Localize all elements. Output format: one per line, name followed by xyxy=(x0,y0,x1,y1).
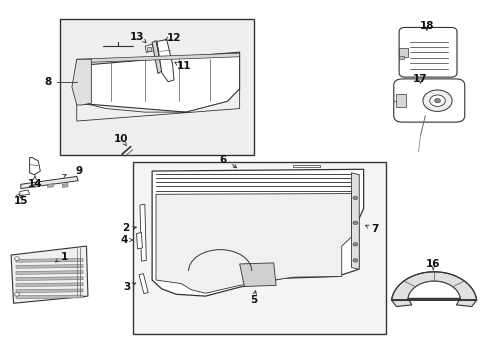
Text: 6: 6 xyxy=(219,156,226,165)
Polygon shape xyxy=(33,184,39,188)
Polygon shape xyxy=(16,283,83,287)
Polygon shape xyxy=(140,204,146,261)
Polygon shape xyxy=(157,40,174,82)
Bar xyxy=(132,162,385,334)
Text: 3: 3 xyxy=(123,282,130,292)
Polygon shape xyxy=(136,233,142,249)
Text: 5: 5 xyxy=(250,295,257,305)
FancyBboxPatch shape xyxy=(393,79,464,122)
Polygon shape xyxy=(152,41,162,73)
Text: 12: 12 xyxy=(167,33,182,43)
Polygon shape xyxy=(20,190,30,196)
Polygon shape xyxy=(16,295,83,298)
Text: 7: 7 xyxy=(370,224,378,234)
Circle shape xyxy=(352,196,357,200)
Circle shape xyxy=(15,257,20,260)
Polygon shape xyxy=(16,277,83,280)
Circle shape xyxy=(422,90,451,111)
Text: 2: 2 xyxy=(122,223,129,233)
Text: 17: 17 xyxy=(412,74,427,84)
Circle shape xyxy=(352,243,357,246)
Text: 18: 18 xyxy=(419,21,433,31)
Polygon shape xyxy=(77,53,239,63)
Circle shape xyxy=(352,221,357,225)
Polygon shape xyxy=(16,258,83,262)
Circle shape xyxy=(429,95,445,107)
Bar xyxy=(395,94,405,107)
Bar xyxy=(398,56,403,59)
Text: 16: 16 xyxy=(425,259,440,269)
Circle shape xyxy=(352,258,357,262)
Polygon shape xyxy=(391,272,476,306)
Bar xyxy=(146,47,150,51)
Bar xyxy=(292,165,319,167)
Text: 4: 4 xyxy=(120,235,127,245)
Polygon shape xyxy=(47,184,53,188)
FancyBboxPatch shape xyxy=(398,27,456,77)
Text: 15: 15 xyxy=(14,197,28,206)
Polygon shape xyxy=(72,59,91,105)
Polygon shape xyxy=(156,194,351,293)
Polygon shape xyxy=(62,184,68,188)
Bar xyxy=(60,19,254,155)
Polygon shape xyxy=(77,52,239,112)
Text: 1: 1 xyxy=(61,252,68,262)
Text: 13: 13 xyxy=(130,32,144,42)
Polygon shape xyxy=(21,176,78,189)
Polygon shape xyxy=(152,169,363,296)
Circle shape xyxy=(15,293,20,296)
Text: 9: 9 xyxy=(76,166,82,176)
Polygon shape xyxy=(77,89,239,121)
Text: 10: 10 xyxy=(114,134,128,144)
Polygon shape xyxy=(351,173,359,269)
Polygon shape xyxy=(30,157,40,175)
Text: 8: 8 xyxy=(44,77,51,87)
Polygon shape xyxy=(139,274,148,294)
Polygon shape xyxy=(11,246,88,303)
Text: 11: 11 xyxy=(176,61,191,71)
Circle shape xyxy=(434,99,440,103)
Polygon shape xyxy=(239,263,276,287)
Bar xyxy=(398,48,407,57)
Polygon shape xyxy=(16,271,83,274)
Polygon shape xyxy=(145,44,153,53)
Polygon shape xyxy=(16,289,83,293)
Polygon shape xyxy=(16,265,83,268)
Text: 14: 14 xyxy=(27,179,42,189)
